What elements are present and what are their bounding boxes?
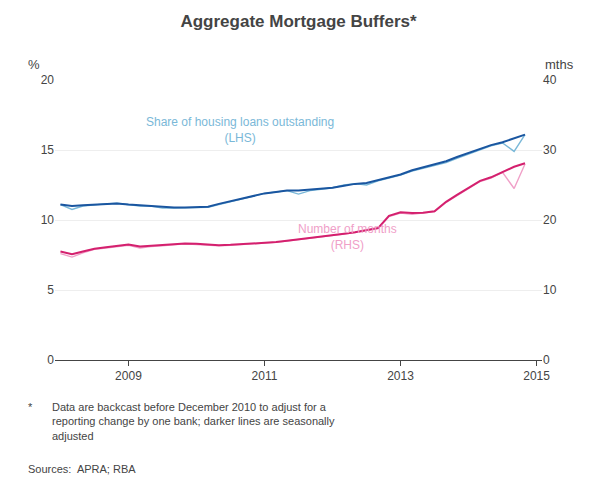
svg-text:%: % [28,57,40,72]
svg-text:0: 0 [543,353,550,367]
svg-text:40: 40 [543,73,557,87]
svg-text:2013: 2013 [387,369,414,383]
svg-text:5: 5 [47,283,54,297]
svg-text:0: 0 [47,353,54,367]
svg-text:Share of housing loans outstan: Share of housing loans outstanding(LHS) [146,115,334,145]
svg-text:Aggregate Mortgage Buffers*: Aggregate Mortgage Buffers* [180,12,417,31]
svg-text:2009: 2009 [115,369,142,383]
svg-text:10: 10 [41,213,55,227]
svg-text:Data are backcast before Decem: Data are backcast before December 2010 t… [52,401,335,442]
svg-text:Number of months(RHS): Number of months(RHS) [298,222,397,252]
svg-text:20: 20 [543,213,557,227]
svg-text:mths: mths [545,57,574,72]
svg-text:30: 30 [543,143,557,157]
svg-text:2015: 2015 [523,369,550,383]
svg-text:15: 15 [41,143,55,157]
svg-text:10: 10 [543,283,557,297]
svg-text:2011: 2011 [252,369,278,383]
svg-text:Sources: APRA; RBA: Sources: APRA; RBA [28,463,136,475]
svg-text:*: * [28,401,33,413]
svg-text:20: 20 [41,73,55,87]
